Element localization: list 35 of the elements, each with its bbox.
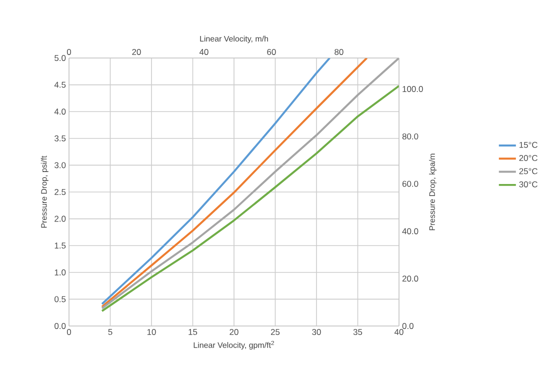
x-tick-label: 5: [108, 329, 112, 335]
x-tick-label: 35: [353, 329, 362, 336]
x2-tick-label: 80: [334, 48, 344, 55]
y-tick-label: 0.0: [54, 323, 66, 329]
x-tick-label: 30: [312, 329, 321, 336]
y-tick-label: 4.5: [54, 82, 66, 88]
y-tick-label: 5.0: [54, 55, 66, 61]
x2-tick-label: 60: [267, 48, 276, 55]
x2-tick-label: 0: [66, 48, 72, 55]
x-tick-label: 0: [66, 329, 72, 336]
y-tick-label: 2.5: [54, 189, 66, 195]
x2-tick-label: 40: [199, 48, 208, 55]
x-tick-label: 10: [147, 329, 156, 336]
x-tick-label: 20: [230, 329, 238, 336]
y-tick-label: 1.5: [54, 242, 66, 249]
legend-label: 15°C: [520, 142, 538, 148]
y-tick-label: 3.5: [54, 135, 66, 142]
y-tick-label: 4.0: [54, 108, 66, 115]
y-tick-label: 0.5: [54, 296, 66, 302]
x-tick-label: 40: [394, 329, 404, 336]
y2-tick-label: 20.0: [402, 276, 418, 282]
y-tick-label: 2.0: [54, 216, 66, 222]
legend-label: 20°C: [519, 155, 538, 162]
y2-tick-label: 0.0: [402, 323, 414, 329]
y-tick-label: 3.0: [54, 162, 66, 168]
x-tick-label: 15: [188, 329, 198, 335]
y2-tick-label: 80.0: [402, 133, 418, 140]
y2-tick-label: 100.0: [402, 86, 423, 92]
y-tick-label: 1.0: [54, 269, 66, 276]
x2-tick-label: 20: [132, 48, 141, 55]
y2-tick-label: 60.0: [402, 180, 418, 187]
y2-tick-label: 40.0: [402, 228, 418, 234]
legend-label: 25°C: [519, 168, 538, 174]
legend-label: 30°C: [519, 181, 538, 188]
x-tick-label: 25: [270, 329, 280, 336]
